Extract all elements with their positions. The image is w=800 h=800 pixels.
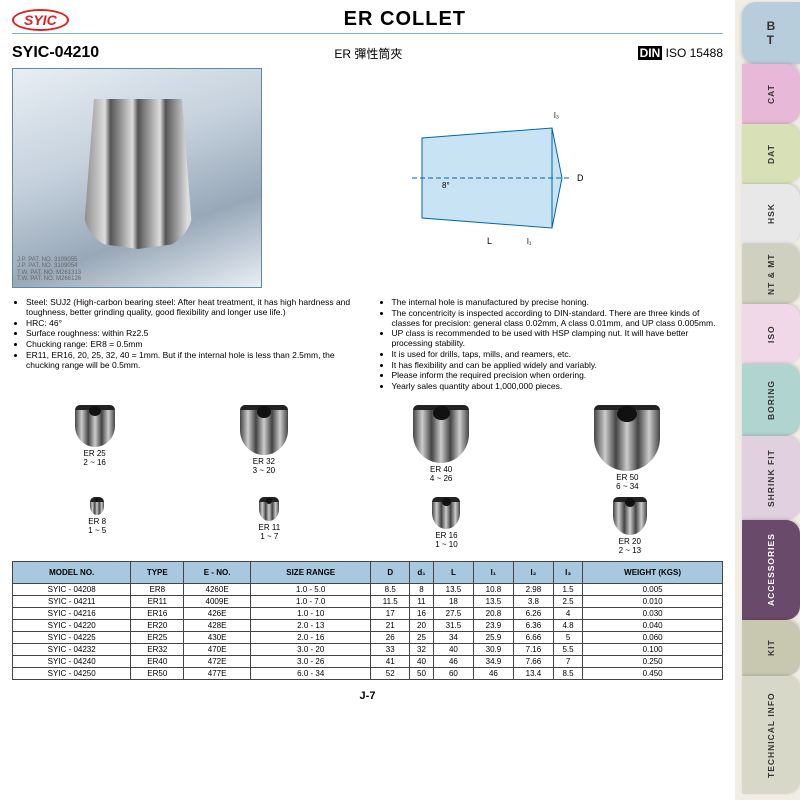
product-photo: J.P. PAT. NO. 3109055J.P. PAT. NO. 31090… — [12, 68, 262, 288]
model-number: SYIC-04210 — [12, 44, 99, 62]
side-tab[interactable]: DAT — [742, 124, 800, 184]
table-header: D — [371, 561, 410, 583]
svg-text:l₃: l₃ — [554, 111, 559, 120]
spec-item: Yearly sales quantity about 1,000,000 pi… — [392, 382, 724, 392]
table-row: SYIC - 04250ER50477E6.0 - 345250604613.4… — [13, 667, 723, 679]
table-header: WEIGHT (KGS) — [583, 561, 723, 583]
table-header: l₁ — [473, 561, 513, 583]
table-header: d₁ — [410, 561, 434, 583]
table-row: SYIC - 04208ER84260E1.0 - 5.08.5813.510.… — [13, 583, 723, 595]
gallery-item: ER 323 ~ 20 — [240, 405, 288, 491]
spec-item: HRC: 46° — [26, 319, 358, 329]
side-tab[interactable]: B T — [742, 2, 800, 64]
table-header: MODEL NO. — [13, 561, 131, 583]
side-tab[interactable]: TECHNICAL INFO — [742, 676, 800, 794]
side-tab[interactable]: KIT — [742, 620, 800, 676]
spec-item: The internal hole is manufactured by pre… — [392, 298, 724, 308]
gallery-item: ER 161 ~ 10 — [432, 497, 460, 555]
table-row: SYIC - 04232ER32470E3.0 - 2033324030.97.… — [13, 643, 723, 655]
table-header: l₂ — [513, 561, 553, 583]
gallery-item: ER 404 ~ 26 — [413, 405, 469, 491]
technical-diagram: D l₃ L l₁ 8° — [282, 68, 723, 288]
side-tabs: B TCATDATHSKNT & MTISOBORINGSHRINK FITAC… — [735, 0, 800, 800]
svg-text:8°: 8° — [442, 181, 450, 190]
gallery-item: ER 202 ~ 13 — [613, 497, 647, 555]
spec-item: Surface roughness: within Rz2.5 — [26, 329, 358, 339]
gallery-item: ER 111 ~ 7 — [259, 497, 281, 555]
table-header: L — [433, 561, 473, 583]
chinese-name: ER 彈性筒夾 — [99, 45, 637, 62]
table-header: E - NO. — [184, 561, 251, 583]
side-tab[interactable]: NT & MT — [742, 244, 800, 304]
gallery-item: ER 252 ~ 16 — [75, 405, 115, 491]
table-header: SIZE RANGE — [250, 561, 370, 583]
spec-item: It is used for drills, taps, mills, and … — [392, 350, 724, 360]
table-row: SYIC - 04220ER20428E2.0 - 13212031.523.9… — [13, 619, 723, 631]
din-standard: DIN ISO 15488 — [638, 46, 723, 60]
spec-item: It has flexibility and can be applied wi… — [392, 361, 724, 371]
gallery-item: ER 506 ~ 34 — [594, 405, 660, 491]
specs-left: Steel: SUJ2 (High-carbon bearing steel: … — [26, 298, 358, 370]
side-tab[interactable]: HSK — [742, 184, 800, 244]
table-row: SYIC - 04240ER40472E3.0 - 2641404634.97.… — [13, 655, 723, 667]
specs-right: The internal hole is manufactured by pre… — [392, 298, 724, 392]
table-row: SYIC - 04216ER16426E1.0 - 10171627.520.8… — [13, 607, 723, 619]
spec-item: Chucking range: ER8 = 0.5mm — [26, 340, 358, 350]
side-tab[interactable]: ISO — [742, 304, 800, 364]
table-header: TYPE — [131, 561, 184, 583]
page-title: ER COLLET — [87, 8, 723, 31]
gallery-item: ER 81 ~ 5 — [88, 497, 106, 555]
patent-list: J.P. PAT. NO. 3109055J.P. PAT. NO. 31090… — [17, 257, 81, 283]
side-tab[interactable]: CAT — [742, 64, 800, 124]
logo: SYIC — [12, 9, 69, 31]
side-tab[interactable]: ACCESSORIES — [742, 520, 800, 620]
spec-item: The concentricity is inspected according… — [392, 309, 724, 329]
spec-table: MODEL NO.TYPEE - NO.SIZE RANGEDd₁Ll₁l₂l₃… — [12, 561, 723, 680]
svg-text:D: D — [577, 173, 584, 183]
side-tab[interactable]: BORING — [742, 364, 800, 436]
svg-text:l₁: l₁ — [527, 237, 532, 246]
gallery-row-bottom: ER 81 ~ 5 ER 111 ~ 7 ER 161 ~ 10 ER 202 … — [12, 497, 723, 555]
table-row: SYIC - 04211ER114009E1.0 - 7.011.5111813… — [13, 595, 723, 607]
spec-item: UP class is recommended to be used with … — [392, 329, 724, 349]
spec-item: ER11, ER16, 20, 25, 32, 40 = 1mm. But if… — [26, 351, 358, 371]
gallery-row-top: ER 252 ~ 16 ER 323 ~ 20 ER 404 ~ 26 ER 5… — [12, 405, 723, 491]
table-header: l₃ — [553, 561, 582, 583]
table-row: SYIC - 04225ER25430E2.0 - 1626253425.96.… — [13, 631, 723, 643]
spec-item: Steel: SUJ2 (High-carbon bearing steel: … — [26, 298, 358, 318]
svg-text:L: L — [487, 236, 492, 246]
spec-item: Please inform the required precision whe… — [392, 371, 724, 381]
page-number: J-7 — [12, 690, 723, 702]
side-tab[interactable]: SHRINK FIT — [742, 436, 800, 520]
